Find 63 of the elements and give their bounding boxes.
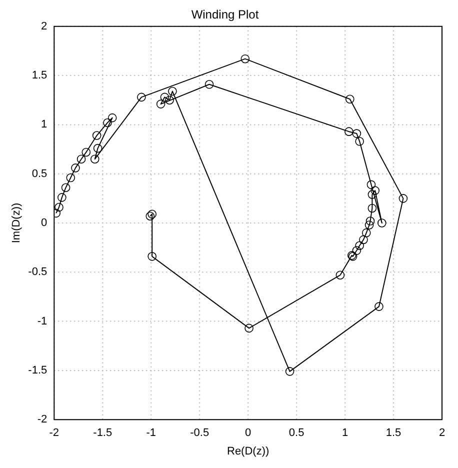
y-tick-label: 0.5 [32, 168, 48, 180]
y-tick-label: 0 [41, 217, 48, 230]
y-tick-label: 1 [41, 118, 48, 131]
point [108, 113, 117, 122]
y-tick-label: -1.5 [28, 364, 48, 376]
x-tick-label: 0.5 [288, 427, 304, 440]
point [352, 246, 362, 255]
point [168, 86, 177, 96]
point [344, 127, 354, 136]
point [76, 154, 86, 164]
y-axis-title: Im(D(z)) [10, 202, 23, 244]
point [103, 118, 112, 128]
point [92, 131, 102, 140]
point [146, 212, 155, 221]
chart-title: Winding Plot [191, 8, 260, 22]
x-tick-label: 1 [342, 427, 348, 440]
point [370, 186, 380, 195]
x-tick-label: -2 [49, 427, 60, 440]
point [368, 204, 377, 213]
point [54, 202, 64, 212]
point [240, 54, 250, 64]
point [364, 220, 374, 230]
x-tick-label: -1.5 [93, 427, 112, 440]
point [137, 92, 146, 102]
x-tick-label: -0.5 [190, 427, 210, 440]
x-tick-label: -1 [146, 427, 156, 440]
point [244, 324, 254, 333]
point [398, 194, 408, 203]
point [336, 270, 345, 280]
point [204, 80, 214, 89]
point [366, 216, 375, 226]
point [90, 154, 100, 164]
point [377, 218, 386, 228]
point [82, 148, 91, 157]
x-tick-label: 2 [438, 427, 446, 440]
x-axis-title: Re(D(z)) [226, 445, 270, 458]
y-tick-label: 2 [41, 20, 48, 32]
point [66, 173, 76, 182]
point [71, 164, 80, 172]
point [93, 144, 102, 153]
x-tick-label: 1.5 [386, 427, 402, 440]
point [285, 367, 294, 376]
point [355, 137, 364, 146]
x-tick-label: 0 [245, 427, 252, 440]
point [362, 228, 371, 238]
y-tick-label: -2 [37, 414, 48, 426]
point [165, 96, 174, 105]
point [374, 302, 384, 311]
point [345, 94, 354, 104]
point [160, 92, 170, 102]
point [156, 100, 166, 108]
y-tick-label: -1 [37, 315, 48, 328]
point [148, 210, 156, 219]
point [61, 183, 70, 192]
point [58, 193, 66, 202]
point [355, 241, 364, 250]
point [366, 180, 376, 190]
y-tick-label: -0.5 [28, 266, 48, 278]
y-tick-label: 1.5 [32, 70, 48, 82]
point [352, 129, 362, 138]
point [368, 190, 377, 199]
point [359, 235, 368, 244]
point [148, 252, 156, 261]
